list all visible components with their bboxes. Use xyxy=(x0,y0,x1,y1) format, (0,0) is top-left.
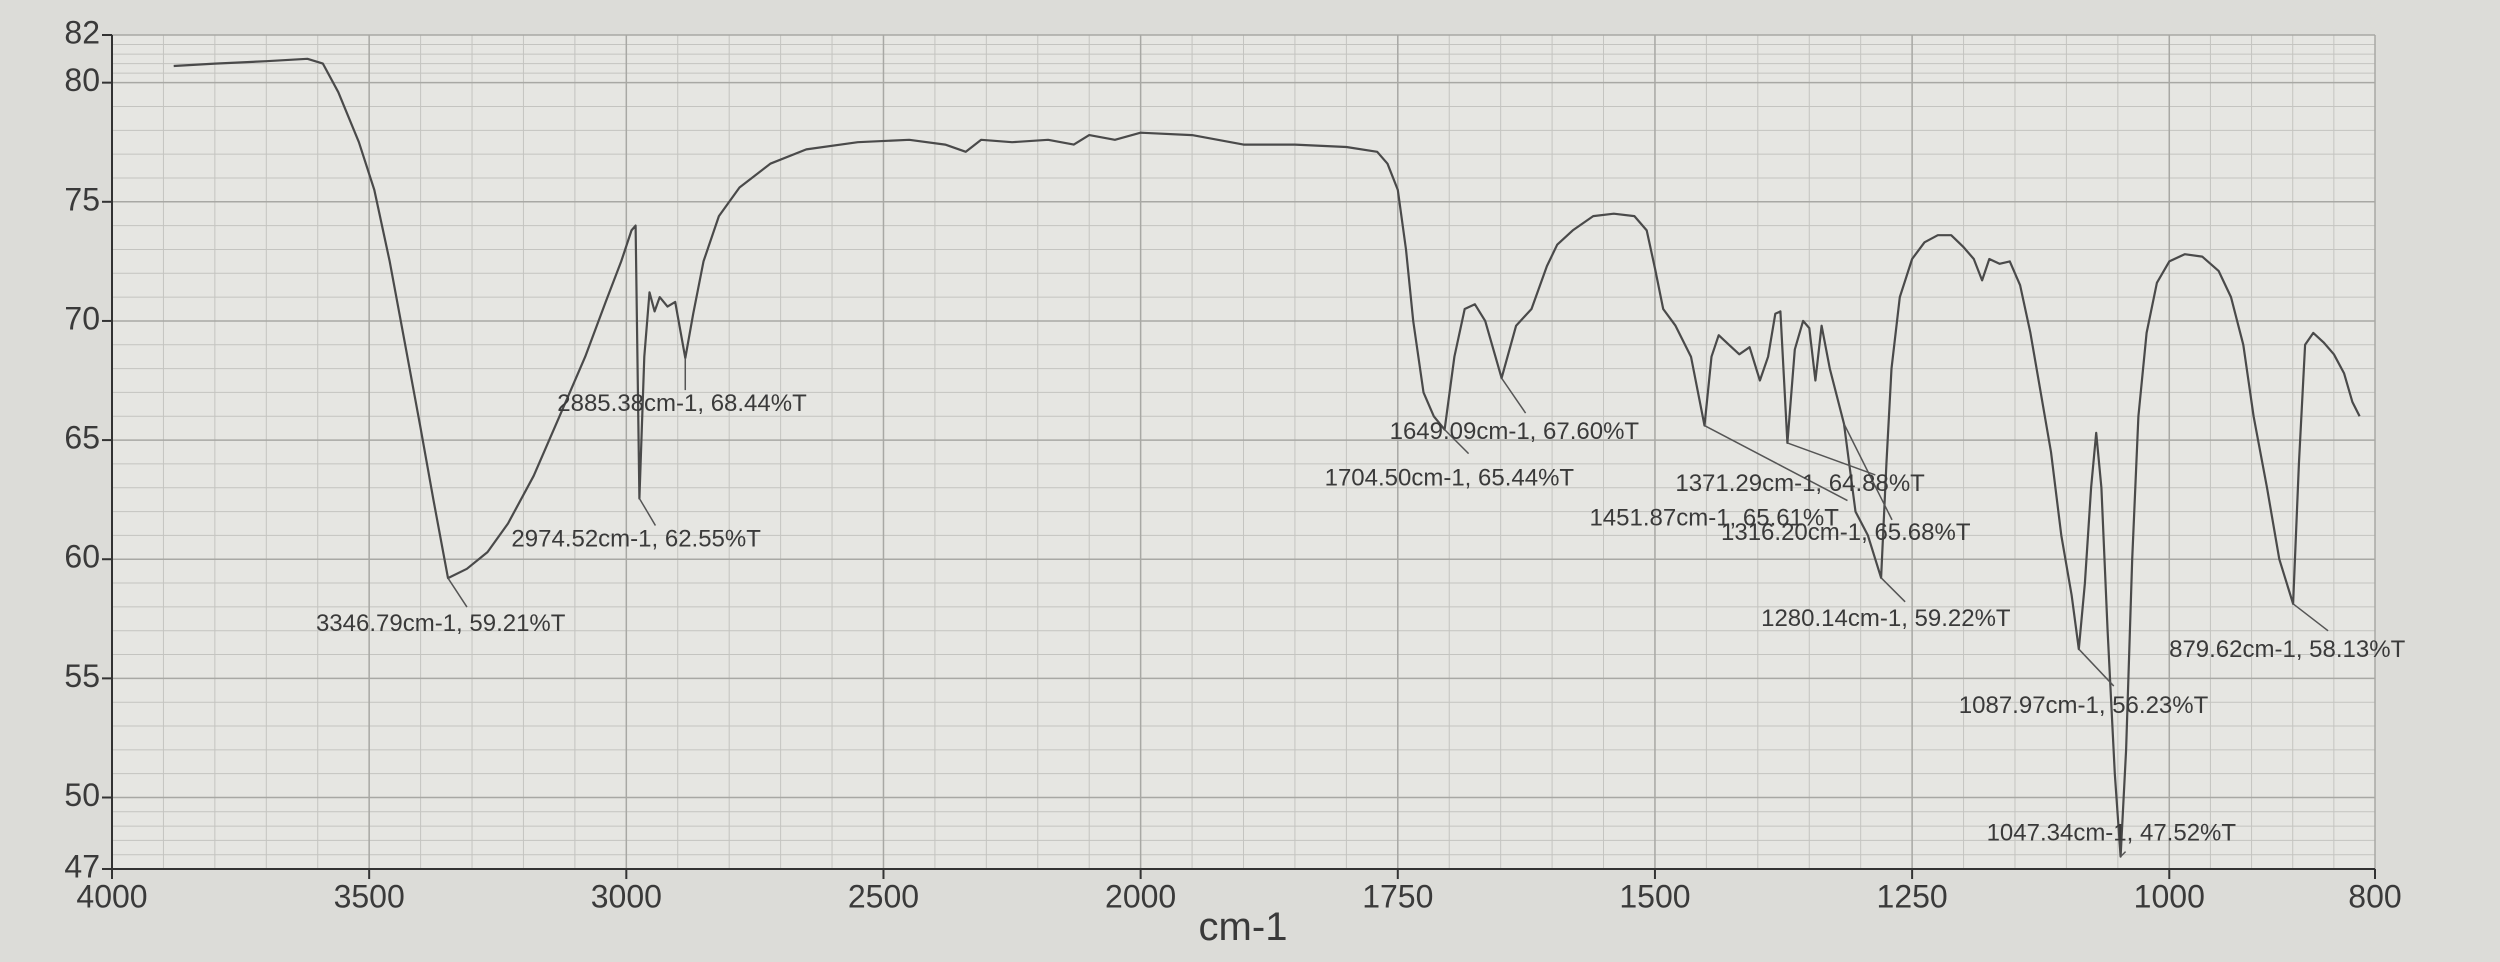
peak-label: 3346.79cm-1, 59.21%T xyxy=(316,610,566,637)
peak-label: 1316.20cm-1, 65.68%T xyxy=(1721,519,1971,546)
peak-leader xyxy=(2078,648,2115,687)
minor-grid xyxy=(112,35,2375,869)
peak-leader xyxy=(1843,423,1893,521)
peak-label: 2974.52cm-1, 62.55%T xyxy=(511,525,761,552)
y-tick-label: 65 xyxy=(64,420,100,456)
peak-leader xyxy=(1787,442,1876,476)
peak-label: 1704.50cm-1, 65.44%T xyxy=(1325,465,1575,492)
y-tick-label: 47 xyxy=(64,848,100,884)
major-grid xyxy=(102,34,2376,879)
peak-leader xyxy=(1444,429,1470,455)
peak-leader xyxy=(447,577,468,608)
y-tick-label: 50 xyxy=(64,777,100,813)
peak-label: 879.62cm-1, 58.13%T xyxy=(2169,636,2405,663)
marks xyxy=(173,57,2361,858)
y-tick-label: 80 xyxy=(64,62,100,98)
x-tick-label: 3500 xyxy=(334,878,405,914)
labels: 4000 3500 3000 2500 2000 1750 1500 1250 1000 800 4… xyxy=(64,14,2405,914)
peak-leader xyxy=(2292,603,2329,632)
y-tick-label: 60 xyxy=(64,539,100,575)
peak-leader xyxy=(1500,377,1527,414)
peak-leader xyxy=(1880,577,1906,603)
peak-label: 1047.34cm-1, 47.52%T xyxy=(1987,820,2237,847)
x-tick-label: 4000 xyxy=(76,878,147,914)
peak-label: 1371.29cm-1, 64.88%T xyxy=(1675,470,1925,497)
x-tick-label: 2000 xyxy=(1105,878,1176,914)
peak-label: 1451.87cm-1, 65.61%T xyxy=(1589,505,1839,532)
y-tick-label: 82 xyxy=(64,14,100,50)
x-tick-label: 1750 xyxy=(1362,878,1433,914)
x-tick-label: 2500 xyxy=(848,878,919,914)
peak-leader xyxy=(638,498,657,526)
spectrum-line xyxy=(173,57,2361,858)
y-tick-label: 55 xyxy=(64,658,100,694)
x-tick-label: 1250 xyxy=(1877,878,1948,914)
x-tick-label: 3000 xyxy=(591,878,662,914)
y-tick-label: 70 xyxy=(64,300,100,336)
x-tick-label: 800 xyxy=(2348,878,2401,914)
peak-leader xyxy=(1704,424,1848,502)
peak-label: 1280.14cm-1, 59.22%T xyxy=(1761,605,2011,632)
x-tick-label: 1500 xyxy=(1619,878,1690,914)
peak-label: 2885.38cm-1, 68.44%T xyxy=(557,390,807,417)
peak-label: 1649.09cm-1, 67.60%T xyxy=(1390,418,1640,445)
x-tick-label: 1000 xyxy=(2134,878,2205,914)
peak-label: 1087.97cm-1, 56.23%T xyxy=(1959,692,2209,719)
x-axis-title: cm-1 xyxy=(1199,905,1288,949)
y-tick-label: 75 xyxy=(64,181,100,217)
peak-leader xyxy=(2120,851,2127,858)
